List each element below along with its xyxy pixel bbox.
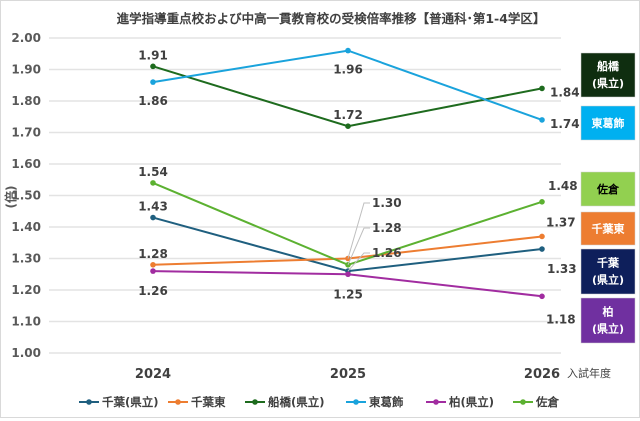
data-point bbox=[150, 262, 156, 268]
data-label: 1.91 bbox=[138, 48, 168, 62]
name-box-bg bbox=[580, 171, 636, 207]
name-box-bg bbox=[580, 297, 636, 344]
data-point bbox=[539, 246, 545, 252]
legend-label: 佐倉 bbox=[535, 395, 559, 409]
x-tick-label: 2026 bbox=[524, 367, 560, 382]
y-tick-label: 1.50 bbox=[11, 189, 41, 203]
data-label: 1.86 bbox=[138, 94, 168, 108]
series-name-box: 東葛飾 bbox=[580, 105, 636, 141]
data-point bbox=[345, 123, 351, 129]
chart-title: 進学指導重点校および中高一貫教育校の受検倍率推移【普通科･第1-4学区】 bbox=[117, 11, 546, 26]
legend-marker-icon bbox=[520, 399, 526, 405]
name-box-bg bbox=[580, 211, 636, 246]
data-label: 1.26 bbox=[138, 284, 168, 298]
name-box-label: 千葉 bbox=[597, 256, 620, 270]
name-box-label: 東葛飾 bbox=[592, 116, 625, 130]
name-box-label: (県立) bbox=[592, 273, 624, 287]
data-point bbox=[150, 214, 156, 221]
data-label: 1.25 bbox=[333, 287, 363, 301]
data-point bbox=[150, 268, 156, 274]
y-tick-label: 1.30 bbox=[11, 252, 41, 266]
leader-line bbox=[347, 252, 370, 272]
name-box-bg bbox=[580, 248, 636, 295]
leader-line bbox=[347, 227, 370, 265]
series-name-box: 柏 (県立) bbox=[580, 297, 636, 344]
legend-item[interactable]: 東葛飾 bbox=[346, 395, 404, 409]
legend-item[interactable]: 千葉(県立) bbox=[79, 395, 159, 409]
data-label: 1.54 bbox=[138, 165, 168, 179]
y-tick-label: 1.20 bbox=[11, 283, 41, 297]
y-tick-label: 1.90 bbox=[11, 63, 41, 77]
y-tick-label: 2.00 bbox=[11, 31, 41, 45]
legend-item[interactable]: 柏(県立) bbox=[426, 395, 494, 409]
data-label: 1.37 bbox=[546, 215, 576, 229]
x-tick-label: 2025 bbox=[330, 367, 366, 382]
data-point bbox=[539, 233, 545, 240]
y-axis-label: (倍) bbox=[3, 186, 18, 209]
series-name-box: 船橋 (県立) bbox=[580, 52, 636, 98]
y-tick-label: 1.40 bbox=[11, 220, 41, 234]
name-box-label: 船橋 bbox=[597, 59, 620, 73]
legend-label: 柏(県立) bbox=[449, 395, 494, 409]
name-box-label: 千葉東 bbox=[592, 222, 626, 236]
data-label: 1.30 bbox=[372, 196, 402, 210]
data-point bbox=[539, 293, 545, 300]
name-box-bg bbox=[580, 105, 636, 141]
data-point bbox=[345, 271, 351, 278]
legend-marker-icon bbox=[433, 399, 439, 405]
legend-label: 千葉東 bbox=[191, 395, 226, 409]
legend-item[interactable]: 佐倉 bbox=[513, 395, 559, 409]
data-label: 1.28 bbox=[138, 247, 168, 261]
data-point bbox=[150, 79, 156, 85]
name-box-label: (県立) bbox=[592, 76, 624, 90]
x-axis-label: 入試年度 bbox=[567, 366, 611, 380]
data-point bbox=[150, 63, 156, 70]
x-tick-label: 2024 bbox=[135, 367, 171, 382]
legend-item[interactable]: 船橋(県立) bbox=[245, 395, 325, 409]
data-label: 1.43 bbox=[138, 200, 168, 214]
y-tick-label: 1.80 bbox=[11, 94, 41, 108]
y-tick-label: 1.70 bbox=[11, 126, 41, 140]
data-label: 1.48 bbox=[548, 179, 578, 193]
leader-line bbox=[347, 202, 370, 259]
series-name-box: 千葉東 bbox=[580, 211, 636, 246]
data-label: 1.74 bbox=[550, 117, 580, 131]
series-line bbox=[150, 63, 545, 129]
series-name-box: 千葉 (県立) bbox=[580, 248, 636, 295]
data-label: 1.18 bbox=[546, 312, 576, 326]
name-box-label: 柏 bbox=[603, 305, 614, 319]
data-point bbox=[150, 180, 156, 186]
data-label: 1.33 bbox=[547, 262, 577, 276]
name-box-label: 佐倉 bbox=[596, 182, 620, 196]
name-box-label: (県立) bbox=[592, 322, 624, 336]
data-point bbox=[539, 85, 545, 92]
legend-marker-icon bbox=[86, 399, 92, 405]
data-point bbox=[539, 199, 545, 205]
series-name-box: 佐倉 bbox=[580, 171, 636, 207]
legend-item[interactable]: 千葉東 bbox=[168, 395, 226, 409]
legend-label: 船橋(県立) bbox=[268, 395, 325, 409]
y-tick-label: 1.10 bbox=[11, 315, 41, 329]
y-tick-label: 1.00 bbox=[11, 346, 41, 360]
data-label: 1.26 bbox=[372, 246, 402, 260]
data-label: 1.28 bbox=[372, 221, 402, 235]
data-label: 1.96 bbox=[333, 63, 363, 77]
legend-label: 千葉(県立) bbox=[102, 395, 159, 409]
legend-marker-icon bbox=[175, 399, 181, 405]
legend-marker-icon bbox=[252, 399, 258, 405]
legend-label: 東葛飾 bbox=[369, 395, 404, 409]
series-line bbox=[150, 268, 545, 300]
data-label: 1.84 bbox=[550, 85, 580, 99]
name-box-bg bbox=[580, 52, 636, 98]
y-tick-label: 1.60 bbox=[11, 157, 41, 171]
legend-marker-icon bbox=[353, 399, 359, 405]
data-point bbox=[539, 117, 545, 123]
data-point bbox=[345, 47, 351, 54]
series-line bbox=[150, 47, 545, 123]
data-label: 1.72 bbox=[333, 108, 363, 122]
